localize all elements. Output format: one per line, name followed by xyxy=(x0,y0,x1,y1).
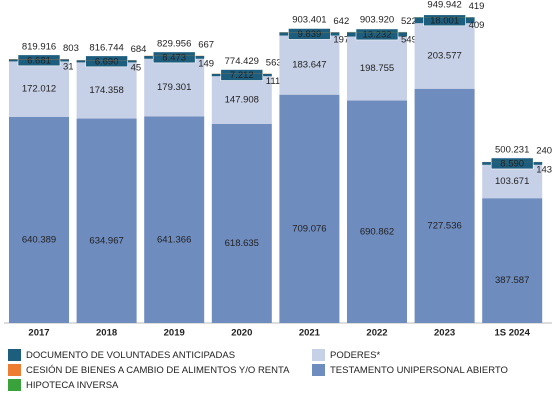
value-label: 640.389 xyxy=(22,234,56,245)
value-label: 727.536 xyxy=(427,220,461,231)
value-label: 203.577 xyxy=(427,50,461,61)
value-label: 419 xyxy=(469,1,485,12)
bar-segment xyxy=(211,123,272,323)
value-label: 549 xyxy=(401,35,417,46)
value-label: 563 xyxy=(266,57,282,68)
bar-segment xyxy=(347,36,407,101)
legend-swatch xyxy=(312,364,325,376)
legend-label: CESIÓN DE BIENES A CAMBIO DE ALIMENTOS Y… xyxy=(26,365,290,376)
total-label: 903.401 xyxy=(292,15,326,26)
value-label: 409 xyxy=(469,20,485,31)
value-label: 667 xyxy=(198,40,214,51)
value-label: 143 xyxy=(536,164,552,175)
legend-swatch xyxy=(8,349,21,361)
bar-segment xyxy=(76,118,137,324)
x-tick-label: 2022 xyxy=(366,328,387,339)
value-label: 642 xyxy=(333,16,349,27)
value-label: 634.967 xyxy=(89,235,123,246)
value-label: 684 xyxy=(131,44,147,55)
legend-swatch xyxy=(8,364,21,376)
x-tick-label: 2019 xyxy=(164,328,185,339)
value-label: 111 xyxy=(266,76,280,87)
label-box xyxy=(355,28,399,41)
value-label: 147.908 xyxy=(225,95,259,106)
legend-label: TESTAMENTO UNIPERSONAL ABIERTO xyxy=(330,365,508,376)
value-label: 8.473 xyxy=(162,52,186,63)
value-label: 9.839 xyxy=(298,29,322,40)
bar-segment xyxy=(482,164,543,199)
total-label: 774.429 xyxy=(225,56,259,67)
bar-segment xyxy=(9,61,69,117)
label-box xyxy=(17,54,61,67)
value-label: 179.301 xyxy=(157,82,191,93)
label-box xyxy=(423,14,466,27)
x-tick-label: 1S 2024 xyxy=(494,328,530,339)
value-label: 522 xyxy=(401,16,417,27)
value-label: 803 xyxy=(63,43,79,54)
label-box xyxy=(220,69,264,81)
value-label: 7.212 xyxy=(230,70,254,81)
bar-segment xyxy=(144,116,205,323)
bar-segment xyxy=(482,198,543,323)
bar-segment xyxy=(414,88,475,324)
total-label: 903.920 xyxy=(360,14,394,25)
value-label: 172.012 xyxy=(22,84,56,95)
legend-label: PODERES* xyxy=(330,350,380,361)
label-box xyxy=(152,51,196,64)
value-label: 387.587 xyxy=(495,275,529,286)
total-label: 816.744 xyxy=(89,43,123,54)
value-label: 13.232 xyxy=(362,29,391,40)
value-label: 6.690 xyxy=(95,56,119,67)
bar-segment xyxy=(144,58,205,117)
x-tick-label: 2017 xyxy=(28,328,49,339)
value-label: 690.862 xyxy=(360,226,394,237)
legend-label: DOCUMENTO DE VOLUNTADES ANTICIPADAS xyxy=(26,350,235,361)
bar-segment xyxy=(347,100,407,323)
value-label: 198.755 xyxy=(360,63,394,74)
bar-segment xyxy=(211,76,272,124)
bar-segment xyxy=(279,94,340,324)
label-box xyxy=(490,157,534,170)
value-label: 149 xyxy=(198,58,214,69)
total-label: 829.956 xyxy=(157,38,191,49)
value-label: 618.635 xyxy=(225,238,259,249)
legend-swatch xyxy=(312,349,325,361)
bar-segment xyxy=(9,116,69,323)
bar-segment xyxy=(279,35,340,95)
value-label: 6.681 xyxy=(27,55,51,66)
value-label: 183.647 xyxy=(292,60,326,71)
value-label: 174.358 xyxy=(89,85,123,96)
value-label: 8.590 xyxy=(500,158,524,169)
value-label: 709.076 xyxy=(292,223,326,234)
value-label: 240 xyxy=(536,146,552,157)
bar-segment xyxy=(414,23,475,89)
x-tick-label: 2023 xyxy=(434,328,455,339)
label-box xyxy=(288,28,331,40)
total-label: 500.231 xyxy=(495,144,529,155)
legend-label: HIPOTECA INVERSA xyxy=(26,380,119,391)
value-label: 197 xyxy=(333,35,349,46)
value-label: 45 xyxy=(131,63,142,74)
x-tick-label: 2021 xyxy=(299,328,321,339)
value-label: 103.671 xyxy=(495,176,529,187)
value-label: 641.366 xyxy=(157,234,191,245)
bar-segment xyxy=(76,62,137,119)
total-label: 819.916 xyxy=(22,42,56,53)
x-tick-label: 2020 xyxy=(231,328,252,339)
total-label: 949.942 xyxy=(427,0,461,11)
x-tick-label: 2018 xyxy=(96,328,117,339)
value-label: 31 xyxy=(63,62,74,73)
value-label: 18.001 xyxy=(430,15,459,26)
label-box xyxy=(85,55,128,68)
legend-swatch xyxy=(8,379,21,391)
